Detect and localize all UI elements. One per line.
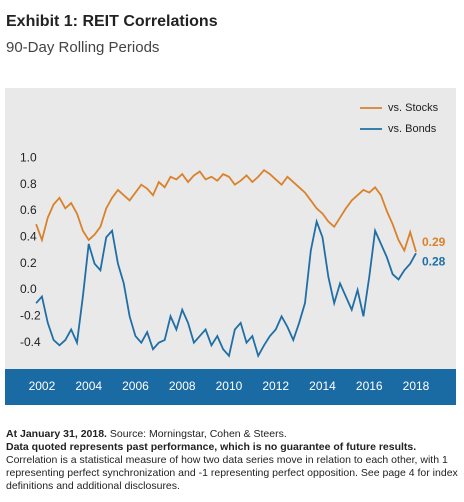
footnote: Correlation is a statistical measure of …: [6, 454, 458, 493]
footnote-text: Source: Morningstar, Cohen & Steers.: [109, 428, 287, 440]
x-tick-label: 2018: [403, 379, 430, 393]
legend-label: vs. Stocks: [388, 102, 439, 114]
x-tick-label: 2002: [29, 379, 56, 393]
x-tick-label: 2014: [309, 379, 336, 393]
chart-title: Exhibit 1: REIT Correlations: [6, 13, 218, 30]
series-line: [35, 218, 417, 359]
x-tick-label: 2008: [169, 379, 196, 393]
end-value-label: 0.28: [422, 254, 446, 268]
y-tick-label: 0.6: [20, 203, 37, 217]
y-tick-label: 0.4: [20, 230, 37, 244]
y-tick-label: 1.0: [20, 151, 37, 165]
footnote-bold: Data quoted represents past performance,…: [6, 441, 417, 453]
y-tick-label: -0.4: [20, 335, 41, 349]
y-tick-label: 0.2: [20, 256, 37, 270]
y-tick-label: -0.2: [20, 309, 41, 323]
chart-subtitle: 90-Day Rolling Periods: [6, 39, 159, 56]
x-tick-label: 2006: [122, 379, 149, 393]
legend-label: vs. Bonds: [388, 123, 437, 135]
footnote: Data quoted represents past performance,…: [6, 441, 458, 454]
x-tick-label: 2012: [262, 379, 289, 393]
footnote-text: Correlation is a statistical measure of …: [6, 454, 458, 492]
series-line: [35, 168, 417, 253]
y-tick-label: 0.8: [20, 177, 37, 191]
footnotes: At January 31, 2018. Source: Morningstar…: [6, 428, 458, 493]
x-axis-band: [5, 369, 456, 405]
end-value-label: 0.29: [422, 235, 446, 249]
y-tick-label: 0.0: [20, 282, 37, 296]
x-tick-label: 2016: [356, 379, 383, 393]
footnote: At January 31, 2018. Source: Morningstar…: [6, 428, 458, 441]
chart: Exhibit 1: REIT Correlations 90-Day Roll…: [5, 13, 456, 405]
x-tick-label: 2004: [75, 379, 102, 393]
x-tick-label: 2010: [216, 379, 243, 393]
footnote-bold: At January 31, 2018.: [6, 428, 107, 440]
